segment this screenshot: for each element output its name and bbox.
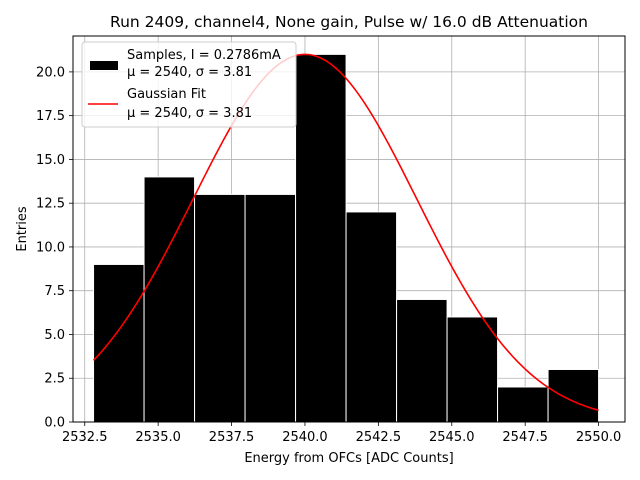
histogram-bar xyxy=(143,176,196,423)
x-tick-label: 2550.0 xyxy=(576,430,622,445)
y-tick-label: 0.0 xyxy=(44,416,65,431)
histogram-bar xyxy=(497,386,549,423)
x-tick-label: 2532.5 xyxy=(62,430,108,445)
y-tick-label: 7.5 xyxy=(44,284,65,299)
legend-box xyxy=(81,41,297,128)
y-tick-label: 2.5 xyxy=(44,372,65,387)
histogram-bar xyxy=(244,193,297,423)
legend-label-fit: Gaussian Fit xyxy=(127,87,206,102)
y-tick-label: 20.0 xyxy=(36,65,65,80)
histogram-bar xyxy=(547,368,600,423)
histogram-bars xyxy=(93,53,600,423)
y-tick-label: 17.5 xyxy=(36,109,65,124)
gaussian-fit-line xyxy=(92,53,599,412)
x-axis-label: Energy from OFCs [ADC Counts] xyxy=(244,451,453,466)
x-tick-label: 2547.5 xyxy=(502,430,548,445)
plot-frame xyxy=(72,35,626,423)
y-tick-label: 12.5 xyxy=(36,197,65,212)
histogram-bar xyxy=(194,193,246,423)
x-tick-label: 2545.0 xyxy=(429,430,475,445)
histogram-bar xyxy=(295,53,347,423)
y-tick-label: 15.0 xyxy=(36,153,65,168)
legend-sublabel-samples: μ = 2540, σ = 3.81 xyxy=(127,65,252,80)
y-tick-label: 5.0 xyxy=(44,328,65,343)
x-tick-label: 2542.5 xyxy=(356,430,402,445)
y-axis-label: Entries xyxy=(15,206,30,252)
chart-title: Run 2409, channel4, None gain, Pulse w/ … xyxy=(110,13,588,31)
x-axis-ticks: 2532.5 2535.0 2537.5 2540.0 2542.5 2545.0 2547… xyxy=(62,422,621,445)
x-tick-label: 2535.0 xyxy=(135,430,181,445)
y-axis-ticks: 0.0 2.5 5.0 7.5 10.0 12.5 15.0 17.5 20.0 xyxy=(36,65,73,431)
legend: Samples, I = 0.2786mA μ = 2540, σ = 3.81… xyxy=(81,41,297,128)
histogram-bar xyxy=(446,316,499,423)
legend-sublabel-fit: μ = 2540, σ = 3.81 xyxy=(127,106,252,121)
legend-swatch-samples xyxy=(90,61,118,70)
fit-line-layer xyxy=(92,53,599,412)
histogram-bar xyxy=(396,298,448,423)
y-tick-label: 10.0 xyxy=(36,240,65,255)
histogram-bar xyxy=(345,211,398,423)
legend-label-samples: Samples, I = 0.2786mA xyxy=(127,48,281,63)
x-tick-label: 2537.5 xyxy=(209,430,255,445)
x-tick-label: 2540.0 xyxy=(282,430,328,445)
histogram-bar xyxy=(93,263,145,423)
